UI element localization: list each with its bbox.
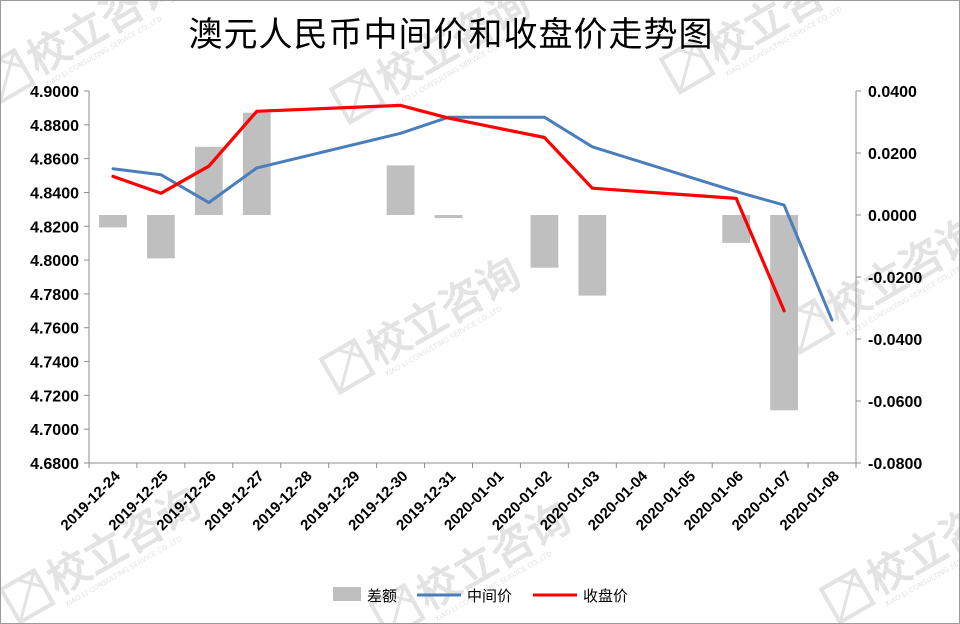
bar-diff xyxy=(147,215,175,259)
y-right-tick-label: -0.0800 xyxy=(868,456,922,473)
legend-item: 中间价 xyxy=(417,587,512,605)
watermark-logo-mark xyxy=(1,49,24,103)
y-right-tick-label: 0.0400 xyxy=(868,84,917,101)
y-left-tick-label: 4.8200 xyxy=(30,219,79,236)
chart-legend: 差额 中间价 收盘价 xyxy=(333,587,628,605)
legend-label: 差额 xyxy=(367,587,397,605)
watermark-logo-mark xyxy=(677,39,704,93)
y-left-tick-label: 4.7800 xyxy=(30,287,79,304)
legend-item: 差额 xyxy=(333,587,397,605)
y-left-tick-label: 4.7400 xyxy=(30,355,79,372)
watermark-text: 校立咨询 xyxy=(859,478,960,604)
bar-diff xyxy=(434,215,463,219)
watermark-logo-mark xyxy=(797,299,824,353)
legend-item: 收盘价 xyxy=(533,587,628,605)
y-right-tick-label: 0.0000 xyxy=(868,208,917,225)
y-left-tick-label: 4.7600 xyxy=(30,321,79,338)
bar-diff xyxy=(242,112,271,215)
bar-diff xyxy=(578,215,607,296)
legend-label: 中间价 xyxy=(467,587,512,605)
watermark-logo-mark xyxy=(17,569,44,623)
bar-diff xyxy=(770,215,798,411)
y-left-tick-label: 4.9000 xyxy=(30,84,79,101)
watermark-logo-box xyxy=(318,337,376,395)
y-left-tick-label: 4.8000 xyxy=(30,253,79,270)
watermark-logo-mark xyxy=(347,69,374,123)
y-right-tick-label: 0.0200 xyxy=(868,146,917,163)
chart-axes xyxy=(84,90,861,468)
line-series-close-price xyxy=(111,103,786,313)
watermark-logo-mark xyxy=(837,569,864,623)
y-left-tick-label: 4.8800 xyxy=(30,118,79,135)
bar-diff xyxy=(386,165,415,215)
legend-label: 收盘价 xyxy=(583,587,628,605)
y-left-tick-label: 4.7000 xyxy=(30,422,79,439)
y-right-tick-label: -0.0600 xyxy=(868,394,922,411)
watermark-logo-mark xyxy=(337,339,364,393)
y-right-tick-label: -0.0400 xyxy=(868,332,922,349)
y-left-tick-label: 4.8400 xyxy=(30,185,79,202)
y-left-tick-label: 4.6800 xyxy=(30,456,79,473)
bar-series-diff xyxy=(99,112,798,411)
watermark-logo-mark xyxy=(387,584,414,623)
legend-swatch-bar xyxy=(333,587,361,601)
y-left-tick-label: 4.8600 xyxy=(30,152,79,169)
y-left-tick-label: 4.7200 xyxy=(30,388,79,405)
bar-diff xyxy=(530,215,559,268)
chart-title: 澳元人民币中间价和收盘价走势图 xyxy=(188,15,714,55)
bar-diff xyxy=(99,215,127,228)
watermark-logo-box xyxy=(328,67,386,125)
line-series-layer xyxy=(111,103,834,322)
y-right-tick-label: -0.0200 xyxy=(868,270,922,287)
